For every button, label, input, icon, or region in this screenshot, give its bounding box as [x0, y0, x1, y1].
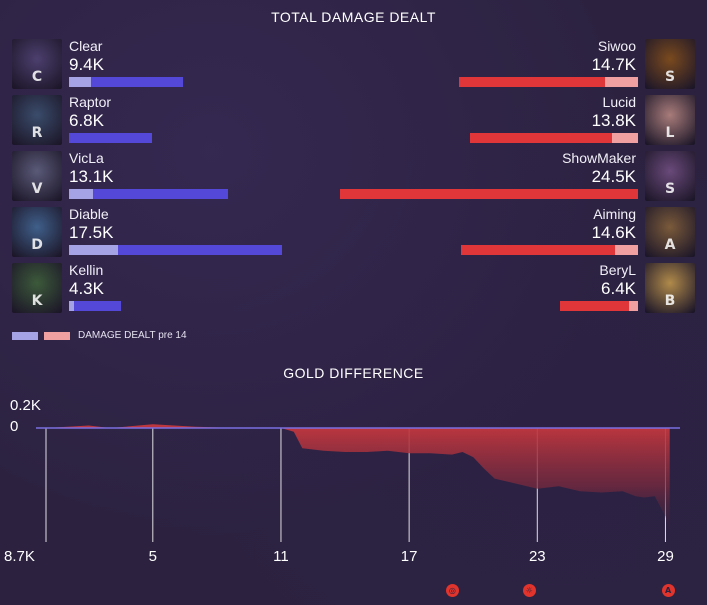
player-name: Siwoo — [597, 38, 636, 54]
legend-label: DAMAGE DEALT pre 14 — [78, 330, 187, 341]
damage-pre14-bar — [629, 301, 638, 311]
damage-value: 13.8K — [591, 111, 636, 130]
player-row: R Raptor 6.8K — [0, 94, 707, 147]
y-zero-label: 0 — [10, 418, 19, 435]
portrait-initial: R — [31, 125, 43, 141]
player-name: Clear — [69, 38, 103, 54]
damage-bar — [69, 301, 121, 311]
player-row: A Aiming 14.6K — [0, 206, 707, 259]
champion-portrait: B — [645, 263, 695, 313]
player-name: ShowMaker — [562, 150, 636, 166]
damage-pre14-bar — [69, 189, 93, 199]
portrait-initial: B — [664, 293, 676, 309]
player-row: S Siwoo 14.7K — [0, 38, 707, 91]
player-name: Diable — [69, 206, 109, 222]
y-bottom-label: 8.7K — [4, 548, 35, 565]
champion-portrait: D — [12, 207, 62, 257]
damage-value: 24.5K — [591, 167, 636, 186]
player-row: K Kellin 4.3K — [0, 262, 707, 315]
damage-value: 14.7K — [591, 55, 636, 74]
player-row: V VicLa 13.1K — [0, 150, 707, 203]
damage-pre14-bar — [69, 245, 118, 255]
portrait-initial: S — [664, 181, 676, 197]
damage-value: 6.8K — [69, 111, 104, 130]
champion-portrait: S — [645, 39, 695, 89]
damage-bar — [459, 77, 638, 87]
player-name: VicLa — [69, 150, 104, 166]
damage-pre14-bar — [69, 77, 91, 87]
damage-value: 14.6K — [591, 223, 636, 242]
champion-portrait: A — [645, 207, 695, 257]
player-name: Kellin — [69, 262, 104, 278]
portrait-initial: S — [664, 69, 676, 85]
damage-value: 13.1K — [69, 167, 114, 186]
champion-portrait: S — [645, 151, 695, 201]
portrait-initial: L — [665, 125, 675, 141]
damage-pre14-bar — [69, 301, 74, 311]
ancient-objective-icon: A — [661, 584, 675, 597]
player-row: B BeryL 6.4K — [0, 262, 707, 315]
champion-portrait: K — [12, 263, 62, 313]
damage-pre14-bar — [612, 133, 638, 143]
portrait-initial: C — [31, 69, 43, 85]
damage-pre14-bar — [605, 77, 638, 87]
x-tick-label: 23 — [528, 548, 546, 565]
portrait-initial: K — [31, 293, 43, 309]
damage-value: 6.4K — [601, 279, 636, 298]
damage-bar — [69, 77, 183, 87]
damage-bar — [69, 189, 228, 199]
x-tick-label: 5 — [148, 548, 157, 565]
champion-portrait: R — [12, 95, 62, 145]
damage-bar — [461, 245, 638, 255]
damage-value: 17.5K — [69, 223, 114, 242]
portrait-initial: A — [664, 237, 676, 253]
damage-bar — [470, 133, 638, 143]
damage-title: TOTAL DAMAGE DEALT — [271, 9, 436, 25]
gold-difference-area — [46, 424, 670, 536]
player-row: S ShowMaker 24.5K — [0, 150, 707, 203]
damage-value: 9.4K — [69, 55, 104, 74]
x-tick-label: 11 — [273, 548, 289, 565]
player-name: Raptor — [69, 94, 112, 110]
legend-swatch-blue — [12, 332, 38, 340]
player-row: C Clear 9.4K — [0, 38, 707, 91]
x-tick-label: 29 — [657, 548, 674, 565]
y-top-label: 0.2K — [10, 397, 41, 414]
portrait-initial: V — [31, 181, 43, 197]
damage-bar — [340, 189, 638, 199]
baron-objective-icon: ☼ — [522, 584, 536, 597]
champion-portrait: L — [645, 95, 695, 145]
player-name: Aiming — [593, 206, 636, 222]
player-row: D Diable 17.5K — [0, 206, 707, 259]
champion-portrait: C — [12, 39, 62, 89]
legend-swatch-red — [44, 332, 70, 340]
damage-bar — [69, 133, 152, 143]
damage-bar — [560, 301, 638, 311]
player-name: Lucid — [602, 94, 636, 110]
champion-portrait: V — [12, 151, 62, 201]
x-tick-label: 17 — [400, 548, 418, 565]
player-name: BeryL — [599, 262, 636, 278]
portrait-initial: D — [31, 237, 43, 253]
damage-bar — [69, 245, 282, 255]
damage-pre14-bar — [615, 245, 638, 255]
dragon-objective-icon: ◎ — [445, 584, 459, 597]
gold-title: GOLD DIFFERENCE — [283, 365, 424, 381]
damage-value: 4.3K — [69, 279, 104, 298]
player-row: L Lucid 13.8K — [0, 94, 707, 147]
